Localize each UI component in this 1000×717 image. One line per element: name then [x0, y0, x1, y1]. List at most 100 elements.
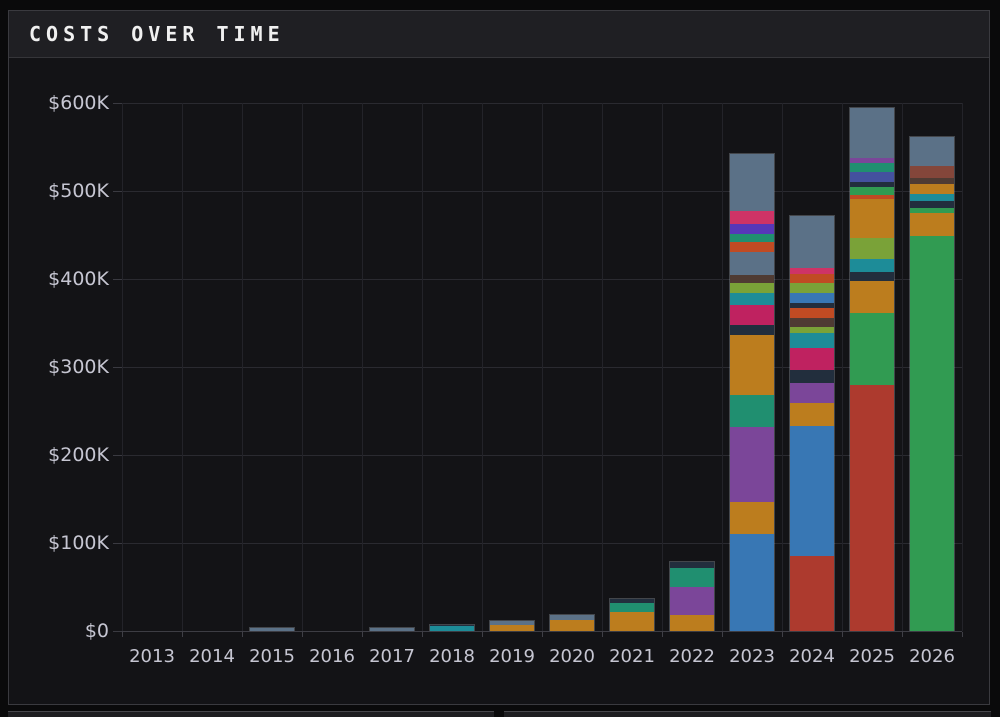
bar-2024[interactable]: [789, 214, 835, 631]
bar-segment-purple[interactable]: [730, 427, 774, 502]
bar-segment-brown[interactable]: [790, 317, 834, 328]
bar-segment-teal_green[interactable]: [730, 394, 774, 428]
bar-segment-slate[interactable]: [730, 251, 774, 276]
bar-segment-olive[interactable]: [790, 283, 834, 293]
bar-segment-navy[interactable]: [850, 182, 894, 188]
bar-segment-teal_cyan[interactable]: [790, 333, 834, 349]
bar-segment-orange[interactable]: [730, 501, 774, 535]
bar-segment-navy[interactable]: [730, 325, 774, 336]
bar-2018[interactable]: [429, 623, 475, 631]
y-axis-label: $200K: [48, 444, 109, 466]
bar-segment-crimson[interactable]: [790, 348, 834, 371]
bar-segment-navy[interactable]: [910, 200, 954, 208]
bar-segment-olive[interactable]: [850, 238, 894, 259]
bar-segment-teal_green[interactable]: [610, 602, 654, 613]
x-gridline: [182, 103, 183, 631]
bar-segment-slate[interactable]: [370, 627, 414, 631]
bar-segment-orange[interactable]: [490, 625, 534, 631]
x-gridline: [422, 103, 423, 631]
bar-2015[interactable]: [249, 627, 295, 631]
bar-segment-navy[interactable]: [670, 561, 714, 568]
bar-segment-blue[interactable]: [790, 292, 834, 303]
x-gridline: [302, 103, 303, 631]
bar-segment-slate[interactable]: [490, 621, 534, 626]
bar-segment-orange[interactable]: [850, 281, 894, 313]
bar-segment-orange_red[interactable]: [730, 241, 774, 252]
bar-segment-crimson[interactable]: [730, 305, 774, 326]
bar-segment-teal_green[interactable]: [850, 162, 894, 173]
bar-segment-green[interactable]: [910, 207, 954, 213]
x-gridline: [602, 103, 603, 631]
bar-segment-orange_red[interactable]: [790, 273, 834, 284]
bar-segment-teal_cyan[interactable]: [730, 292, 774, 306]
bar-segment-slate[interactable]: [850, 107, 894, 158]
bar-2022[interactable]: [669, 560, 715, 631]
bar-segment-orange[interactable]: [910, 212, 954, 236]
bar-2023[interactable]: [729, 153, 775, 631]
bar-2019[interactable]: [489, 620, 535, 631]
bar-segment-orange[interactable]: [790, 402, 834, 427]
bar-segment-slate[interactable]: [550, 615, 594, 621]
y-tick-mark: [113, 543, 122, 544]
bar-segment-slate[interactable]: [790, 215, 834, 269]
costs-over-time-chart: $0 $100K $200K $300K $400K $500K $600K 2013 2014…: [9, 58, 989, 704]
bar-segment-teal_cyan[interactable]: [430, 626, 474, 631]
x-tick-mark: [182, 632, 183, 637]
bar-segment-orange_red[interactable]: [850, 195, 894, 199]
x-gridline: [962, 103, 963, 631]
bar-segment-green[interactable]: [910, 235, 954, 631]
bar-segment-orange[interactable]: [610, 612, 654, 631]
bar-2020[interactable]: [549, 614, 595, 631]
bar-segment-navy[interactable]: [850, 271, 894, 282]
y-axis-label: $500K: [48, 180, 109, 202]
bar-segment-teal_green[interactable]: [730, 234, 774, 242]
bar-segment-violet[interactable]: [730, 224, 774, 235]
x-axis-label: 2021: [609, 646, 655, 667]
bar-2021[interactable]: [609, 597, 655, 631]
bar-2026[interactable]: [909, 136, 955, 631]
bar-segment-orange[interactable]: [670, 615, 714, 631]
bar-segment-orange[interactable]: [910, 183, 954, 194]
bar-2025[interactable]: [849, 106, 895, 631]
bar-segment-brown[interactable]: [910, 177, 954, 184]
bar-segment-orange[interactable]: [850, 198, 894, 239]
y-tick-mark: [113, 191, 122, 192]
x-axis-label: 2013: [129, 646, 175, 667]
next-panel-top-edge-right: [504, 711, 991, 717]
bar-segment-green[interactable]: [850, 312, 894, 386]
bar-segment-olive[interactable]: [730, 283, 774, 293]
bar-segment-blue[interactable]: [790, 426, 834, 557]
bar-segment-teal_green[interactable]: [670, 567, 714, 587]
bar-2017[interactable]: [369, 626, 415, 631]
bar-segment-green[interactable]: [850, 187, 894, 196]
x-axis-label: 2019: [489, 646, 535, 667]
bar-segment-navy[interactable]: [790, 302, 834, 308]
bar-segment-teal_cyan[interactable]: [850, 258, 894, 272]
bar-segment-purple[interactable]: [850, 157, 894, 163]
bar-segment-pink[interactable]: [790, 268, 834, 274]
bar-segment-indigo[interactable]: [850, 172, 894, 183]
bar-segment-slate[interactable]: [910, 137, 954, 166]
bar-segment-slate[interactable]: [250, 628, 294, 631]
x-tick-mark: [422, 632, 423, 637]
bar-segment-teal_cyan[interactable]: [910, 193, 954, 201]
bar-segment-red[interactable]: [850, 385, 894, 631]
bar-segment-blue[interactable]: [730, 534, 774, 631]
bar-segment-purple[interactable]: [670, 586, 714, 616]
x-tick-mark: [302, 632, 303, 637]
x-tick-mark: [662, 632, 663, 637]
bar-segment-orange_red[interactable]: [790, 307, 834, 318]
bar-segment-olive[interactable]: [790, 327, 834, 334]
bar-segment-purple[interactable]: [790, 382, 834, 403]
bar-segment-sienna[interactable]: [910, 165, 954, 178]
bar-segment-navy[interactable]: [430, 624, 474, 627]
bar-segment-navy[interactable]: [610, 598, 654, 603]
bar-segment-navy[interactable]: [790, 370, 834, 383]
bar-segment-red[interactable]: [790, 556, 834, 631]
bar-segment-orange[interactable]: [550, 620, 594, 631]
bar-segment-orange[interactable]: [730, 335, 774, 395]
x-tick-mark: [122, 632, 123, 637]
bar-segment-slate[interactable]: [730, 154, 774, 212]
bar-segment-pink[interactable]: [730, 211, 774, 225]
bar-segment-brown[interactable]: [730, 275, 774, 284]
